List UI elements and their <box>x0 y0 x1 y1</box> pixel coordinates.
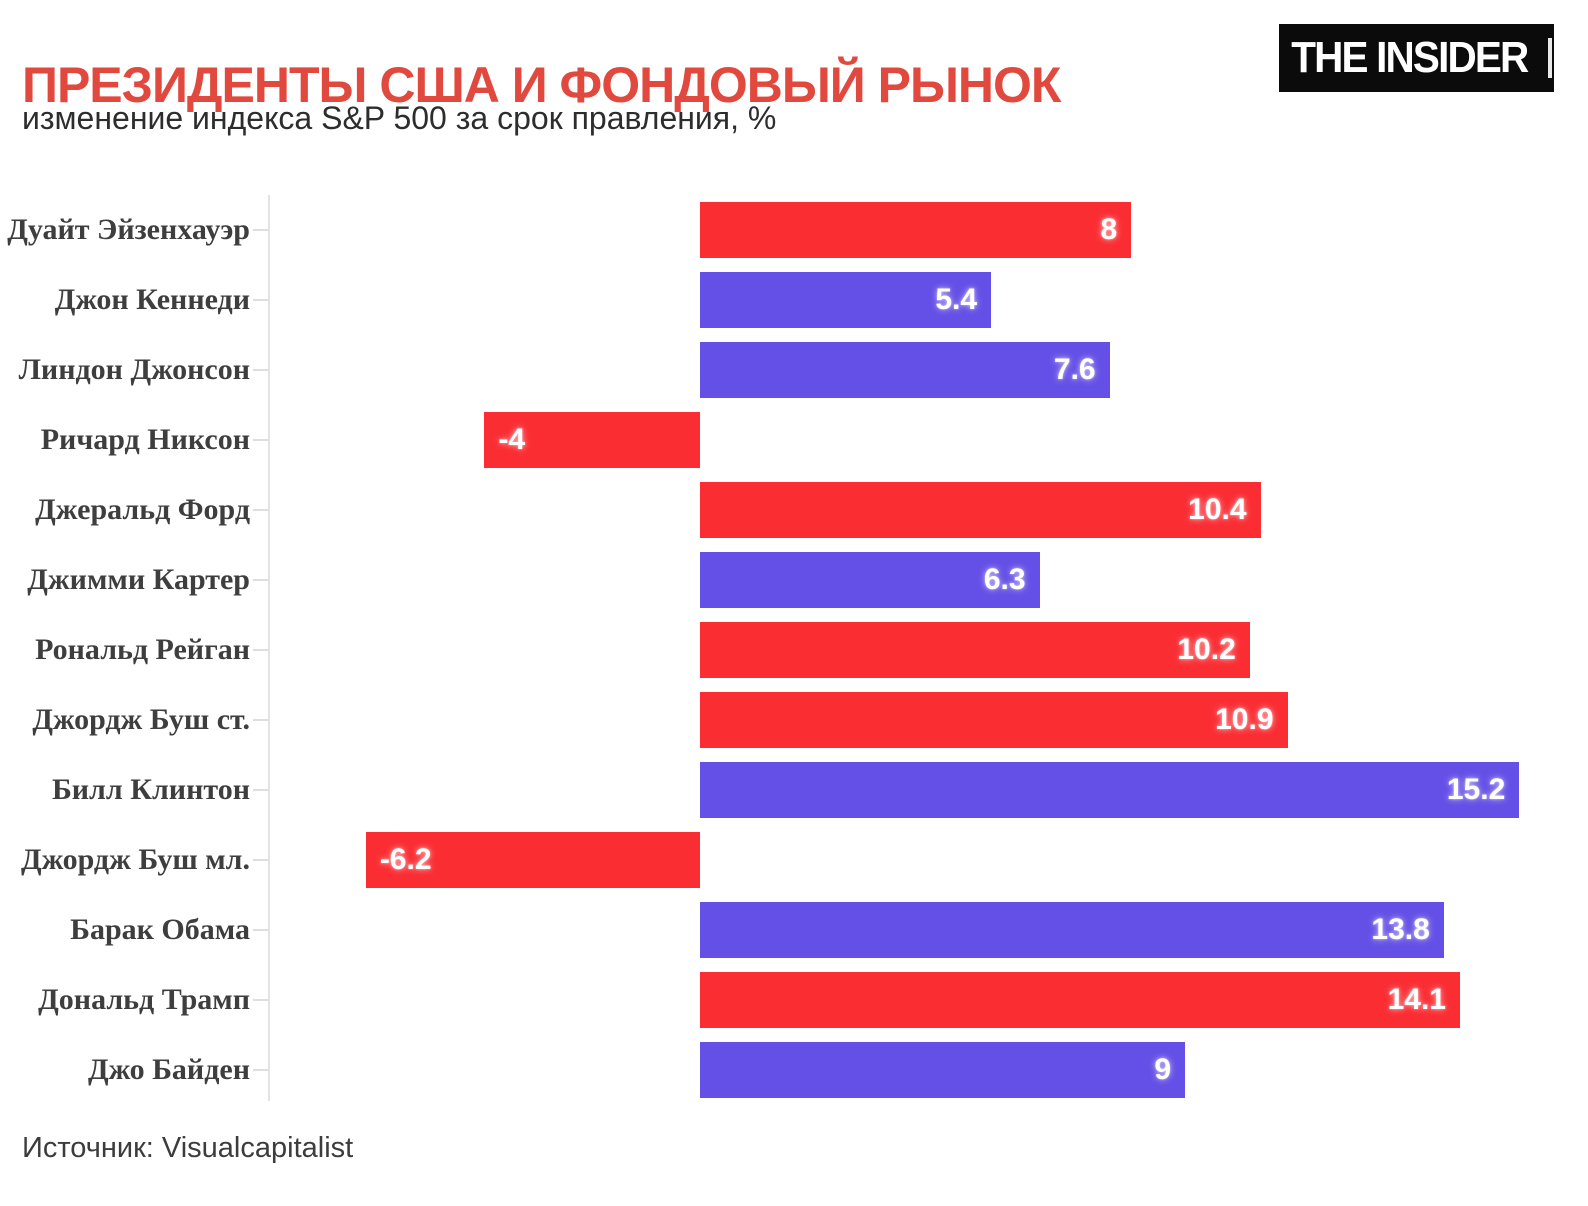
category-label: Джордж Буш ст. <box>32 703 250 736</box>
page-subtitle: изменение индекса S&P 500 за срок правле… <box>22 100 777 136</box>
category-label: Джордж Буш мл. <box>20 843 250 876</box>
logo-cursor-bar <box>1547 38 1552 78</box>
bar: 10.4 <box>700 482 1261 538</box>
bar: -4 <box>484 412 700 468</box>
value-label: -4 <box>498 423 526 456</box>
axis-tick <box>253 929 269 931</box>
bar: 7.6 <box>700 342 1110 398</box>
axis-tick <box>253 439 269 441</box>
category-label: Джо Байден <box>87 1053 250 1086</box>
axis-tick <box>253 229 269 231</box>
category-label: Джон Кеннеди <box>54 283 250 316</box>
bar-chart: Дуайт Эйзенхауэр 8 Джон Кеннеди 5.4 Линдон Д… <box>0 195 1588 1105</box>
bar: 13.8 <box>700 902 1444 958</box>
axis-tick <box>253 509 269 511</box>
y-axis-line <box>268 195 270 1101</box>
logo-text: THE INSIDER <box>1291 33 1529 82</box>
value-label: 9 <box>1154 1053 1172 1086</box>
category-label: Линдон Джонсон <box>18 353 250 386</box>
category-label: Джеральд Форд <box>35 493 250 526</box>
bar: 10.2 <box>700 622 1250 678</box>
bar: 8 <box>700 202 1132 258</box>
category-label: Билл Клинтон <box>51 773 250 806</box>
value-label: 7.6 <box>1053 353 1096 386</box>
value-label: 5.4 <box>935 283 978 316</box>
axis-tick <box>253 859 269 861</box>
axis-tick <box>253 999 269 1001</box>
category-label: Ричард Никсон <box>40 423 250 456</box>
category-label: Дуайт Эйзенхауэр <box>7 213 250 246</box>
bar: 9 <box>700 1042 1186 1098</box>
axis-tick <box>253 299 269 301</box>
value-label: 10.9 <box>1215 703 1274 736</box>
category-label: Дональд Трамп <box>38 983 250 1016</box>
value-label: 8 <box>1100 213 1118 246</box>
value-label: -6.2 <box>379 843 432 876</box>
bar: 6.3 <box>700 552 1040 608</box>
bar: 5.4 <box>700 272 992 328</box>
category-label: Джимми Картер <box>27 563 250 596</box>
axis-tick <box>253 369 269 371</box>
value-label: 13.8 <box>1371 913 1430 946</box>
value-label: 10.4 <box>1188 493 1247 526</box>
axis-tick <box>253 719 269 721</box>
bar: 14.1 <box>700 972 1460 1028</box>
category-label: Рональд Рейган <box>35 633 250 666</box>
value-label: 10.2 <box>1177 633 1236 666</box>
axis-tick <box>253 649 269 651</box>
page-title: ПРЕЗИДЕНТЫ США И ФОНДОВЫЙ РЫНОК <box>22 56 1061 113</box>
category-label: Барак Обама <box>70 913 250 946</box>
the-insider-logo: THE INSIDER <box>1279 24 1554 92</box>
source-note: Источник: Visualcapitalist <box>22 1132 354 1164</box>
value-label: 15.2 <box>1446 773 1506 806</box>
bar: -6.2 <box>365 832 700 888</box>
axis-tick <box>253 789 269 791</box>
value-label: 6.3 <box>983 563 1026 596</box>
value-label: 14.1 <box>1387 983 1446 1016</box>
bar: 15.2 <box>700 762 1520 818</box>
axis-tick <box>253 579 269 581</box>
axis-tick <box>253 1069 269 1071</box>
bar: 10.9 <box>700 692 1288 748</box>
